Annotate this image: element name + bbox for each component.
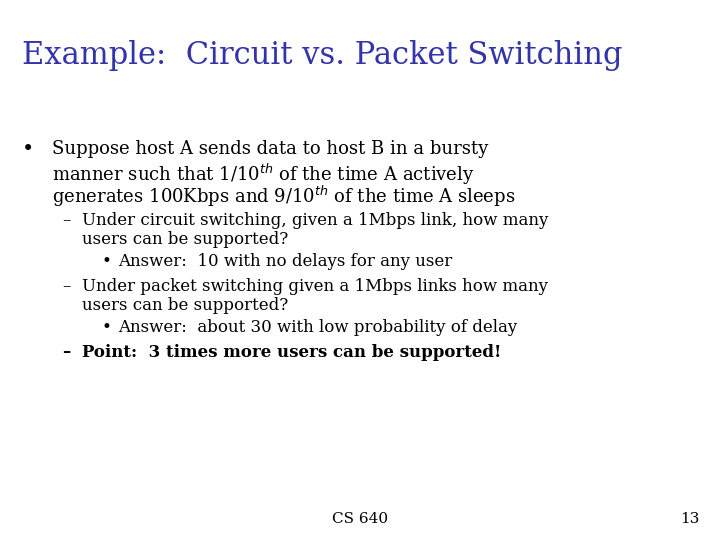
- Text: manner such that 1/10$^{th}$ of the time A actively: manner such that 1/10$^{th}$ of the time…: [52, 162, 474, 187]
- Text: generates 100Kbps and 9/10$^{th}$ of the time A sleeps: generates 100Kbps and 9/10$^{th}$ of the…: [52, 184, 516, 209]
- Text: CS 640: CS 640: [332, 512, 388, 526]
- Text: –: –: [62, 212, 71, 229]
- Text: •: •: [22, 140, 35, 159]
- Text: Answer:  about 30 with low probability of delay: Answer: about 30 with low probability of…: [118, 319, 517, 336]
- Text: Example:  Circuit vs. Packet Switching: Example: Circuit vs. Packet Switching: [22, 40, 623, 71]
- Text: •: •: [102, 253, 112, 270]
- Text: Under packet switching given a 1Mbps links how many: Under packet switching given a 1Mbps lin…: [82, 278, 548, 295]
- Text: 13: 13: [680, 512, 700, 526]
- Text: •: •: [102, 319, 112, 336]
- Text: users can be supported?: users can be supported?: [82, 231, 288, 248]
- Text: Point:  3 times more users can be supported!: Point: 3 times more users can be support…: [82, 344, 501, 361]
- Text: users can be supported?: users can be supported?: [82, 297, 288, 314]
- Text: Under circuit switching, given a 1Mbps link, how many: Under circuit switching, given a 1Mbps l…: [82, 212, 549, 229]
- Text: –: –: [62, 344, 71, 361]
- Text: –: –: [62, 278, 71, 295]
- Text: Answer:  10 with no delays for any user: Answer: 10 with no delays for any user: [118, 253, 452, 270]
- Text: Suppose host A sends data to host B in a bursty: Suppose host A sends data to host B in a…: [52, 140, 488, 158]
